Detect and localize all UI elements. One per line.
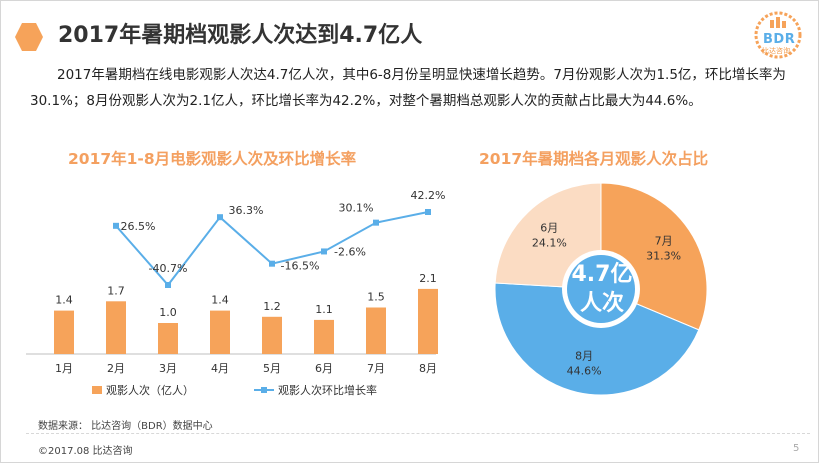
bar-value-label: 1.0 <box>159 306 177 319</box>
growth-value-label: -40.7% <box>149 262 188 275</box>
bar <box>106 301 126 354</box>
legend-bar-swatch <box>92 386 102 394</box>
bar <box>158 323 178 354</box>
bar-value-label: 1.4 <box>55 294 73 307</box>
bar <box>54 310 74 354</box>
x-tick-label: 3月 <box>159 362 177 375</box>
growth-point <box>321 248 327 255</box>
x-tick-label: 8月 <box>419 362 437 375</box>
bar-value-label: 1.5 <box>367 291 385 304</box>
bar <box>366 307 386 354</box>
bar-value-label: 1.2 <box>263 300 281 313</box>
left-chart-title: 2017年1-8月电影观影人次及环比增长率 <box>68 150 357 168</box>
pie-slice-value: 31.3% <box>646 249 681 262</box>
x-tick-label: 4月 <box>211 362 229 375</box>
logo-text: BDR <box>763 32 796 47</box>
page-number: 5 <box>793 443 800 454</box>
bar-value-label: 1.7 <box>107 284 125 297</box>
pie-slice-label: 7月 <box>655 234 673 247</box>
x-tick-label: 7月 <box>367 362 385 375</box>
pie-center-line-2: 人次 <box>579 291 624 316</box>
bar-value-label: 1.1 <box>315 303 333 316</box>
legend-line-label: 观影人次环比增长率 <box>278 383 377 397</box>
bar <box>210 310 230 354</box>
growth-point <box>373 219 379 226</box>
pie-center-label: 4.7亿 人次 <box>563 260 641 318</box>
x-tick-label: 6月 <box>315 362 333 375</box>
growth-value-label: 36.3% <box>229 204 264 217</box>
logo-subtitle: 比达咨询 <box>762 47 790 55</box>
x-tick-label: 1月 <box>55 362 73 375</box>
growth-point <box>425 209 431 215</box>
bdr-logo-icon <box>754 11 802 59</box>
growth-value-label: 42.2% <box>411 189 446 202</box>
growth-point <box>217 214 223 221</box>
growth-value-label: -2.6% <box>334 245 366 258</box>
legend-line-marker <box>261 387 267 393</box>
footer-divider <box>26 433 810 434</box>
growth-point <box>113 222 119 229</box>
summary-paragraph: 2017年暑期档在线电影观影人次达4.7亿人次，其中6-8月份呈明显快速增长趋势… <box>30 67 786 109</box>
growth-value-label: -16.5% <box>281 260 320 273</box>
pie-slice-value: 24.1% <box>532 236 567 249</box>
pie-slice-label: 8月 <box>575 349 593 362</box>
bar <box>314 319 334 354</box>
bar-value-label: 2.1 <box>419 272 437 285</box>
growth-point <box>165 282 171 288</box>
growth-value-label: 26.5% <box>121 220 156 233</box>
x-tick-label: 2月 <box>107 362 125 375</box>
hexagon-bullet-icon <box>15 23 43 51</box>
growth-point <box>269 260 275 267</box>
pie-center-disc <box>567 255 635 323</box>
right-chart-title: 2017年暑期档各月观影人次占比 <box>479 150 709 168</box>
pie-center-line-1: 4.7亿 <box>571 262 633 287</box>
growth-value-label: 30.1% <box>339 202 374 215</box>
legend-bar-label: 观影人次（亿人） <box>106 383 194 397</box>
data-source: 数据来源： 比达咨询（BDR）数据中心 <box>38 421 213 432</box>
bar <box>262 316 282 354</box>
bar-value-label: 1.4 <box>211 294 229 307</box>
page-title: 2017年暑期档观影人次达到4.7亿人 <box>58 23 423 48</box>
copyright: ©2017.08 比达咨询 <box>38 446 133 457</box>
x-tick-label: 5月 <box>263 362 281 375</box>
pie-slice <box>494 282 700 396</box>
bar <box>418 288 438 354</box>
pie-slice-label: 6月 <box>540 221 558 234</box>
pie-slice-value: 44.6% <box>567 364 602 377</box>
